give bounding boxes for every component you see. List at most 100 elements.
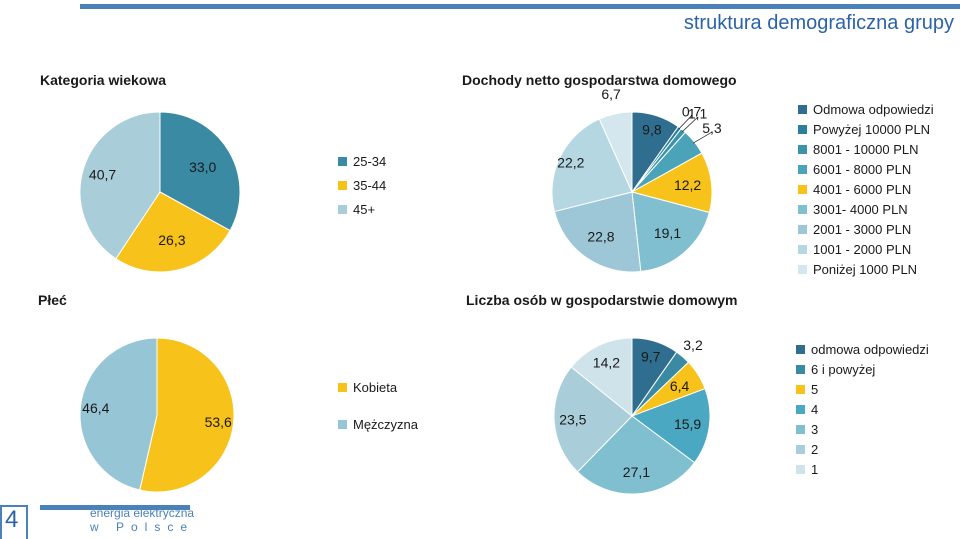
household-legend-swatch: [796, 385, 805, 394]
income-legend-item-1001-2000-pln: 1001 - 2000 PLN: [798, 242, 934, 257]
age-legend-label: 35-44: [353, 178, 387, 193]
household-pie-chart: 9,7 3,2 6,4 15,9 27,1 23,5 14,2: [553, 337, 711, 495]
income-legend-item-powyzej-10000-pln: Powyżej 10000 PLN: [798, 122, 934, 137]
income-legend-swatch: [798, 185, 807, 194]
income-legend-item-6001-8000-pln: 6001 - 8000 PLN: [798, 162, 934, 177]
household-legend-label: 1: [811, 462, 819, 477]
footer-brand-line1: energia elektryczna: [90, 506, 195, 520]
household-legend-swatch: [796, 425, 805, 434]
income-legend-item-8001-10000-pln: 8001 - 10000 PLN: [798, 142, 934, 157]
household-legend-label: 2: [811, 442, 819, 457]
age-pie-chart: 33,0 26,3 40,7: [79, 111, 241, 273]
income-leader-8001-10000-pln: [681, 117, 698, 133]
household-legend-swatch: [796, 405, 805, 414]
income-legend-swatch: [798, 125, 807, 134]
household-legend-item-2: 2: [796, 442, 929, 457]
gender-value-label-kobieta: 53,6: [205, 414, 232, 430]
income-slice-ponizej-1000-pln: [598, 111, 633, 193]
household-legend-item-1: 1: [796, 462, 929, 477]
age-legend-swatch: [338, 205, 347, 214]
income-legend-item-ponizej-1000-pln: Poniżej 1000 PLN: [798, 262, 934, 277]
gender-section-label: Płeć: [38, 292, 67, 308]
income-legend-swatch: [798, 225, 807, 234]
income-chart-title: Dochody netto gospodarstwa domowego: [462, 72, 737, 88]
income-value-label-1001-2000-pln: 22,2: [557, 154, 584, 170]
income-legend-label: 6001 - 8000 PLN: [813, 162, 912, 177]
income-value-label-odmowa-odpowiedzi: 9,8: [642, 121, 662, 137]
household-legend-item-3: 3: [796, 422, 929, 437]
income-slice-1001-2000-pln: [551, 118, 633, 213]
income-legend-item-2001-3000-pln: 2001 - 3000 PLN: [798, 222, 934, 237]
age-value-label-45: 40,7: [89, 167, 116, 183]
footer-brand-line2: w Polsce: [90, 520, 195, 534]
income-value-label-6001-8000-pln: 5,3: [702, 120, 722, 136]
age-legend-swatch: [338, 181, 347, 190]
age-legend-label: 25-34: [353, 154, 387, 169]
age-slice-45: [79, 111, 161, 260]
income-legend-swatch: [798, 165, 807, 174]
income-pie-chart: 9,8 0,71,15,3 12,2 19,1 22,8 22,2 6,7: [551, 86, 722, 273]
household-chart-title: Liczba osób w gospodarstwie domowym: [466, 292, 738, 308]
age-legend: 25-34 35-44 45+: [338, 154, 386, 226]
income-legend-swatch: [798, 265, 807, 274]
gender-legend-label: Kobieta: [353, 380, 398, 395]
gender-legend-item-kobieta: Kobieta: [338, 380, 418, 395]
gender-legend-label: Mężczyzna: [353, 417, 419, 432]
page-title: struktura demograficzna grupy: [683, 12, 954, 34]
income-legend-swatch: [798, 245, 807, 254]
footer-page-box: [0, 505, 28, 539]
income-legend-label: Odmowa odpowiedzi: [813, 102, 934, 117]
income-legend-item-3001-4000-pln: 3001- 4000 PLN: [798, 202, 934, 217]
income-leader-powyzej-10000-pln: [678, 115, 692, 130]
gender-slice-kobieta: [139, 337, 235, 493]
household-legend-label: 3: [811, 422, 819, 437]
income-legend-label: 2001 - 3000 PLN: [813, 222, 912, 237]
income-legend: Odmowa odpowiedzi Powyżej 10000 PLN 8001 -…: [798, 102, 934, 282]
age-legend-swatch: [338, 157, 347, 166]
household-legend-item-odmowa-odpowiedzi: odmowa odpowiedzi: [796, 342, 929, 357]
income-legend-swatch: [798, 205, 807, 214]
household-value-label-4: 15,9: [674, 416, 701, 432]
age-legend-label: 45+: [353, 202, 376, 217]
age-value-label-35-44: 26,3: [158, 232, 185, 248]
page-number: 4: [5, 506, 19, 533]
age-legend-item-45: 45+: [338, 202, 386, 217]
income-legend-label: Poniżej 1000 PLN: [813, 262, 918, 277]
income-slice-4001-6000-pln: [630, 152, 713, 214]
household-legend-item-6-i-powyzej: 6 i powyżej: [796, 362, 929, 377]
income-value-label-8001-10000-pln: 1,1: [688, 105, 708, 121]
age-chart-title: Kategoria wiekowa: [40, 72, 167, 88]
gender-legend-swatch: [338, 420, 347, 429]
household-slice-3: [576, 415, 696, 495]
household-value-label-5: 6,4: [670, 378, 690, 394]
household-slice-4: [630, 388, 711, 464]
gender-legend: Kobieta Mężczyzna: [338, 380, 418, 454]
household-legend-item-5: 5: [796, 382, 929, 397]
household-value-label-2: 23,5: [559, 412, 586, 428]
income-legend-swatch: [798, 105, 807, 114]
household-legend-label: odmowa odpowiedzi: [811, 342, 929, 357]
gender-legend-swatch: [338, 383, 347, 392]
age-slice-35-44: [115, 191, 231, 273]
age-legend-item-35-44: 35-44: [338, 178, 386, 193]
household-value-label-6-i-powyzej: 3,2: [683, 337, 703, 353]
income-legend-label: 1001 - 2000 PLN: [813, 242, 912, 257]
footer-accent-bar: [40, 505, 190, 510]
income-legend-label: 4001 - 6000 PLN: [813, 182, 912, 197]
gender-slice-mezczyzna: [79, 337, 158, 491]
age-legend-item-25-34: 25-34: [338, 154, 386, 169]
household-value-label-3: 27,1: [623, 464, 650, 480]
gender-legend-item-mezczyzna: Mężczyzna: [338, 417, 418, 432]
household-slice-1: [570, 337, 633, 418]
income-value-label-3001-4000-pln: 19,1: [654, 225, 681, 241]
gender-pie-chart: 53,6 46,4: [79, 337, 235, 493]
income-legend-label: Powyżej 10000 PLN: [813, 122, 931, 137]
income-leader-6001-8000-pln: [693, 131, 713, 144]
household-legend: odmowa odpowiedzi 6 i powyżej 5 4 3 2 1: [796, 342, 929, 482]
household-legend-swatch: [796, 365, 805, 374]
income-legend-label: 8001 - 10000 PLN: [813, 142, 919, 157]
income-value-label-powyzej-10000-pln: 0,7: [682, 104, 702, 120]
income-value-label-ponizej-1000-pln: 6,7: [601, 86, 621, 102]
age-value-label-25-34: 33,0: [189, 159, 216, 175]
top-accent-bar: [80, 4, 960, 9]
